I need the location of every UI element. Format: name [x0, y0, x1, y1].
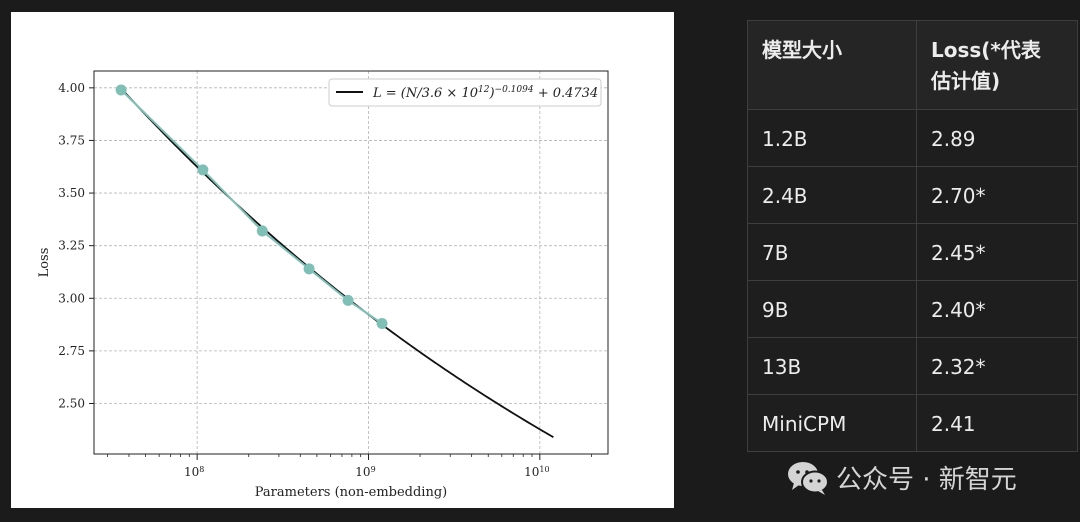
wechat-icon: [788, 461, 829, 495]
cell-loss: 2.32*: [916, 337, 1078, 395]
table-row: 2.4B 2.70*: [747, 166, 1078, 224]
legend-label-exp2: −0.1094: [495, 85, 534, 95]
x-tick-base: 10: [184, 465, 199, 479]
table-body: 1.2B 2.89 2.4B 2.70* 7B 2.45* 9B 2.40* 13B 2.32* M…: [747, 109, 1078, 452]
legend-box: [328, 78, 602, 107]
legend-label-tail: + 0.4734: [534, 86, 599, 101]
legend-label-exp1: 12: [478, 85, 490, 95]
legend-label-part: L = (N/3.6 × 10: [372, 86, 478, 101]
observed-point: [197, 164, 209, 176]
table-row: 9B 2.40*: [747, 280, 1078, 338]
y-tick-label: 3.25: [58, 239, 85, 253]
table-row: 13B 2.32*: [747, 337, 1078, 395]
observed-point: [256, 225, 268, 237]
x-tick-label: 108: [184, 465, 204, 480]
table-header-row: 模型大小 Loss(*代表 估计值): [747, 20, 1078, 110]
cell-model-size: 2.4B: [747, 166, 917, 224]
y-tick-label: 3.75: [58, 133, 85, 147]
cell-loss: 2.41: [916, 394, 1078, 452]
x-tick-label: 1010: [524, 465, 549, 480]
loss-table-container: 模型大小 Loss(*代表 估计值) 1.2B 2.89 2.4B 2.70* 7B 2.…: [747, 20, 1078, 452]
x-tick-base: 10: [355, 465, 370, 479]
cell-loss: 2.40*: [916, 280, 1078, 338]
x-axis-label: Parameters (non-embedding): [255, 485, 447, 500]
chart-series: [115, 84, 554, 438]
cell-loss: 2.45*: [916, 223, 1078, 281]
y-tick-label: 2.75: [58, 344, 85, 358]
header-model-size: 模型大小: [747, 20, 917, 110]
table-row: MiniCPM 2.41: [747, 394, 1078, 452]
observed-line: [120, 89, 383, 325]
cell-loss: 2.89: [916, 109, 1078, 167]
y-axis-label: Loss: [37, 248, 52, 278]
observed-point: [376, 318, 388, 330]
x-tick-exp: 9: [371, 465, 376, 474]
cell-model-size: 1.2B: [747, 109, 917, 167]
cell-model-size: 9B: [747, 280, 917, 338]
x-tick-exp: 10: [539, 465, 549, 474]
y-tick-label: 3.50: [58, 186, 85, 200]
cell-model-size: MiniCPM: [747, 394, 917, 452]
cell-model-size: 7B: [747, 223, 917, 281]
chart-legend: L = (N/3.6 × 1012)−0.1094 + 0.4734: [328, 78, 602, 107]
grid-lines: [94, 71, 608, 454]
y-tick-label: 3.00: [58, 291, 85, 305]
x-tick-exp: 8: [199, 465, 204, 474]
y-tick-label: 2.50: [58, 396, 85, 410]
watermark: 公众号 · 新智元: [786, 459, 1017, 496]
cell-loss: 2.70*: [916, 166, 1078, 224]
watermark-text: 公众号 · 新智元: [836, 465, 1017, 495]
observed-point: [342, 294, 354, 306]
loss-table: 模型大小 Loss(*代表 估计值) 1.2B 2.89 2.4B 2.70* 7B 2.…: [747, 20, 1078, 452]
table-row: 7B 2.45*: [747, 223, 1078, 281]
header-loss: Loss(*代表 估计值): [916, 20, 1078, 110]
observed-point: [115, 84, 127, 96]
plot-frame: [93, 70, 609, 455]
legend-label-mid: ): [488, 86, 494, 101]
y-tick-label: 4.00: [58, 81, 85, 95]
legend-label: L = (N/3.6 × 1012)−0.1094 + 0.4734: [372, 85, 598, 101]
x-tick-label: 109: [355, 465, 375, 480]
cell-model-size: 13B: [747, 337, 917, 395]
fit-curve: [120, 87, 554, 438]
observed-point: [303, 263, 315, 275]
x-tick-base: 10: [524, 465, 539, 479]
table-row: 1.2B 2.89: [747, 109, 1078, 167]
chart-panel: 2.50 2.75 3.00 3.25 3.50 3.75 4.00 108 109 1010 P…: [11, 12, 674, 508]
